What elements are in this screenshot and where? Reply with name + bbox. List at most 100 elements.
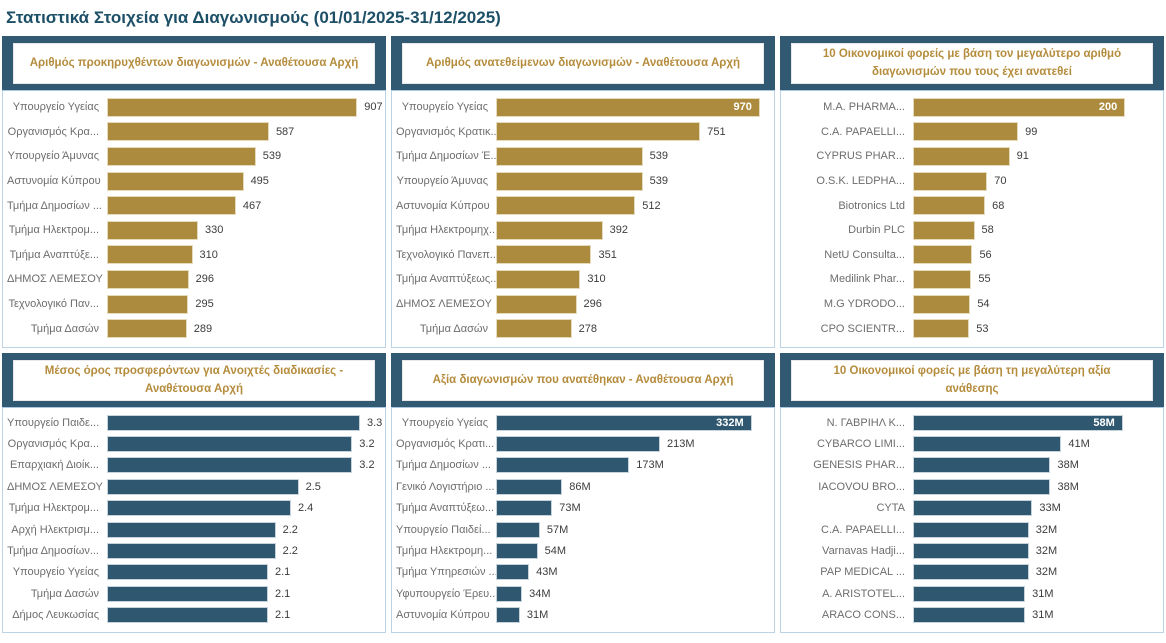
bar[interactable]: 332M [496, 414, 752, 431]
bar-track: 310 [496, 269, 768, 289]
bar[interactable] [496, 122, 701, 142]
bar[interactable] [496, 500, 553, 517]
data-label: 41M [1068, 438, 1090, 451]
bar[interactable] [496, 146, 643, 166]
bar[interactable] [496, 457, 630, 474]
data-label: 2.1 [274, 609, 291, 622]
bar[interactable] [107, 122, 269, 142]
category-label: A. ARISTOTEL... [822, 587, 905, 600]
bar[interactable] [913, 436, 1062, 453]
bar[interactable] [913, 294, 971, 314]
bar-row: C.A. PAPAELLI... 99 [785, 122, 1157, 142]
bar[interactable] [913, 585, 1026, 602]
bar[interactable] [496, 319, 572, 339]
data-label: 32M [1035, 545, 1058, 558]
bar[interactable] [496, 478, 563, 495]
category-label: Varnavas Hadji... [822, 545, 905, 558]
category-label: C.A. PAPAELLI... [821, 523, 905, 536]
panel-awarded-tenders-count: Αριθμός ανατεθείμενων διαγωνισμών - Αναθ… [391, 36, 775, 348]
bar[interactable] [496, 543, 538, 560]
bar[interactable] [107, 97, 358, 117]
bar[interactable] [107, 171, 244, 191]
panel-title-text: 10 Οικονομικοί φορείς με βάση τη μεγαλύτ… [833, 364, 1111, 395]
bar-row: Υπουργείο Άμυνας 539 [396, 171, 768, 191]
bar[interactable] [913, 500, 1033, 517]
bar[interactable] [496, 171, 643, 191]
bar[interactable] [913, 269, 972, 289]
data-label: 3.2 [359, 459, 375, 472]
bar[interactable] [913, 478, 1051, 495]
category-label: Τμήμα Δημοσίων Έ... [396, 150, 496, 163]
bar[interactable] [496, 220, 603, 240]
bar[interactable] [107, 521, 276, 538]
bar[interactable]: 58M [913, 414, 1123, 431]
bar[interactable] [913, 220, 975, 240]
bar[interactable] [107, 220, 199, 240]
data-label: 173M [636, 459, 664, 472]
data-label: 539 [262, 150, 282, 163]
data-label: 200 [1098, 101, 1118, 114]
bar[interactable]: 970 [496, 97, 760, 117]
bar-row: Οργανισμός Κρα... 587 [7, 122, 379, 142]
category-label: Υπουργείο Παιδεί... [396, 523, 491, 536]
bar[interactable] [107, 146, 256, 166]
bar-row: Τμήμα Δασών 2.1 [7, 585, 379, 602]
data-label: 31M [1032, 587, 1054, 600]
bar[interactable] [107, 478, 299, 495]
bar[interactable] [496, 585, 523, 602]
bar[interactable] [496, 521, 540, 538]
bar-track: 2.2 [107, 521, 379, 538]
bar[interactable]: 200 [913, 97, 1126, 117]
bar-row: Αρχή Ηλεκτρισμ... 2.2 [7, 521, 379, 538]
bar[interactable] [107, 269, 189, 289]
bar-track: 57M [496, 521, 768, 538]
bar[interactable] [107, 414, 360, 431]
panel-top-operators-by-count: 10 Οικονομικοί φορείς με βάση τον μεγαλύ… [780, 36, 1164, 348]
bar[interactable] [913, 245, 973, 265]
bar[interactable] [107, 457, 353, 474]
bar[interactable] [913, 122, 1019, 142]
bar[interactable] [107, 319, 187, 339]
bar[interactable] [107, 245, 193, 265]
bar[interactable] [107, 543, 276, 560]
bar[interactable] [107, 607, 268, 624]
bar[interactable] [913, 457, 1051, 474]
panel-title-text: Μέσος όρος προσφερόντων για Ανοιχτές δια… [44, 364, 344, 395]
bar[interactable] [107, 564, 268, 581]
bar-row: Υπουργείο Υγείας 907 [7, 97, 383, 117]
bar[interactable] [496, 607, 520, 624]
category-label: Τμήμα Δασών [30, 322, 99, 335]
category-label: Οργανισμός Κρα... [7, 125, 99, 138]
data-label: 278 [578, 322, 597, 335]
bar[interactable] [913, 543, 1029, 560]
category-label: O.S.K. LEDPHA... [816, 175, 905, 188]
bar[interactable] [107, 294, 189, 314]
bar[interactable] [107, 585, 268, 602]
bar[interactable] [107, 500, 291, 517]
bar[interactable] [913, 607, 1026, 624]
bar-track: 54 [913, 294, 1157, 314]
bar[interactable] [496, 436, 661, 453]
bar[interactable] [913, 146, 1010, 166]
bar-row: Τμήμα Δημοσίων... 2.2 [7, 543, 379, 560]
bar[interactable] [913, 171, 988, 191]
bar-row: Επαρχιακή Διοίκ... 3.2 [7, 457, 379, 474]
bar-track: 2.4 [107, 500, 379, 517]
bar[interactable] [913, 319, 970, 339]
category-label: Οργανισμός Κρατικ... [396, 125, 496, 138]
category-label: Τμήμα Αναπτύξεως... [396, 273, 496, 286]
bar-row: Τεχνολογικό Πανεπ... 351 [396, 245, 768, 265]
panel-title-text: Αξία διαγωνισμών που ανατέθηκαν - Αναθέτ… [432, 373, 734, 386]
bar[interactable] [913, 521, 1029, 538]
bar[interactable] [107, 436, 353, 453]
bar[interactable] [496, 196, 636, 216]
data-label: 38M [1057, 480, 1079, 493]
bar-track: 173M [496, 457, 768, 474]
bar[interactable] [496, 269, 581, 289]
bar[interactable] [107, 196, 236, 216]
bar[interactable] [496, 294, 577, 314]
bar[interactable] [496, 245, 592, 265]
bar[interactable] [913, 564, 1029, 581]
bar[interactable] [496, 564, 530, 581]
bar[interactable] [913, 196, 986, 216]
